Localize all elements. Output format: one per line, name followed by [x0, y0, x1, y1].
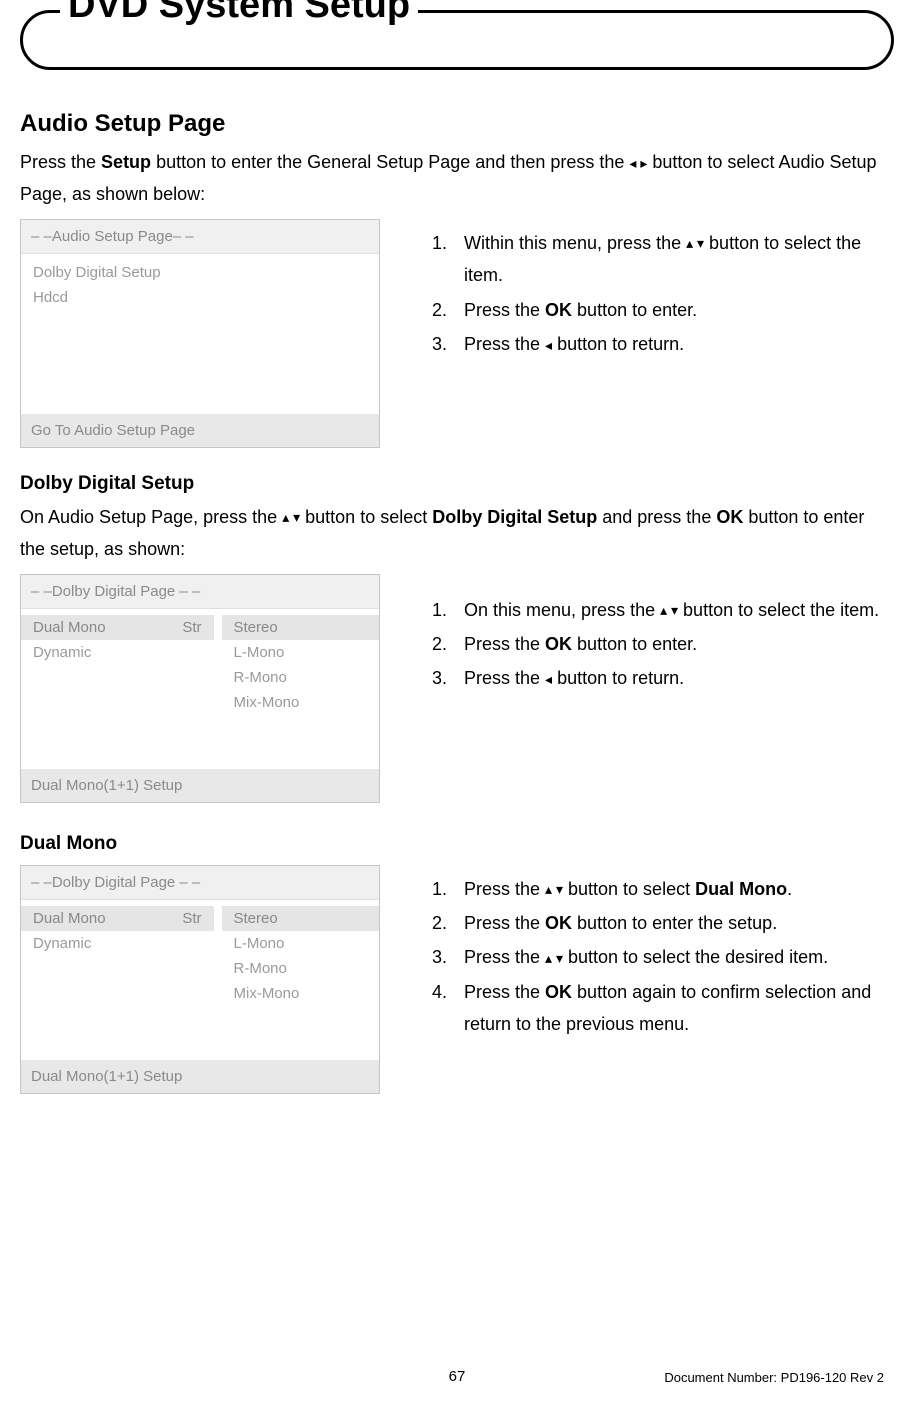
instruction-step: On this menu, press the ▴ ▾ button to se…	[452, 594, 894, 626]
sub-heading-dual-mono: Dual Mono	[20, 833, 894, 855]
instruction-step: Press the ▴ ▾ button to select the desir…	[452, 941, 894, 973]
dolby-intro-paragraph: On Audio Setup Page, press the ▴ ▾ butto…	[20, 501, 894, 566]
dual-mono-menu-screenshot: – –Dolby Digital Page – – Dual MonoStr D…	[20, 865, 380, 1094]
text: Press the	[20, 152, 101, 172]
menu-footer: Dual Mono(1+1) Setup	[21, 1060, 379, 1093]
menu-item: L-Mono	[222, 640, 380, 665]
sub-heading-dolby: Dolby Digital Setup	[20, 473, 894, 495]
menu-footer: Go To Audio Setup Page	[21, 414, 379, 447]
instruction-step: Press the ◂ button to return.	[452, 328, 894, 360]
left-right-arrows-icon: ◂ ▸	[629, 151, 647, 176]
menu-item: R-Mono	[222, 665, 380, 690]
instruction-step: Within this menu, press the ▴ ▾ button t…	[452, 227, 894, 292]
instruction-step: Press the OK button to enter the setup.	[452, 907, 894, 939]
title-frame: DVD System Setup	[20, 10, 894, 70]
document-number: Document Number: PD196-120 Rev 2	[664, 1370, 884, 1385]
up-down-arrows-icon: ▴ ▾	[545, 877, 563, 902]
up-down-arrows-icon: ▴ ▾	[282, 505, 300, 530]
instructions-block-3: Press the ▴ ▾ button to select Dual Mono…	[420, 865, 894, 1043]
menu-item-highlighted: Stereo	[222, 906, 380, 931]
page-footer: 67 Document Number: PD196-120 Rev 2	[0, 1370, 914, 1385]
menu-item: L-Mono	[222, 931, 380, 956]
menu-header: – –Audio Setup Page– –	[21, 220, 379, 254]
menu-body: Dual MonoStr Dynamic Stereo L-Mono R-Mon…	[21, 609, 379, 769]
instruction-step: Press the OK button again to confirm sel…	[452, 976, 894, 1041]
instruction-step: Press the ▴ ▾ button to select Dual Mono…	[452, 873, 894, 905]
menu-item: Dynamic	[21, 640, 214, 665]
instructions-block-2: On this menu, press the ▴ ▾ button to se…	[420, 574, 894, 697]
up-down-arrows-icon: ▴ ▾	[545, 946, 563, 971]
instruction-step: Press the OK button to enter.	[452, 628, 894, 660]
menu-header: – –Dolby Digital Page – –	[21, 866, 379, 900]
menu-item-highlighted: Dual MonoStr	[21, 615, 214, 640]
instruction-step: Press the OK button to enter.	[452, 294, 894, 326]
menu-item: Mix-Mono	[222, 981, 380, 1006]
menu-header: – –Dolby Digital Page – –	[21, 575, 379, 609]
intro-paragraph: Press the Setup button to enter the Gene…	[20, 146, 894, 211]
menu-footer: Dual Mono(1+1) Setup	[21, 769, 379, 802]
up-down-arrows-icon: ▴ ▾	[660, 598, 678, 623]
menu-item: R-Mono	[222, 956, 380, 981]
instruction-step: Press the ◂ button to return.	[452, 662, 894, 694]
menu-body: Dual MonoStr Dynamic Stereo L-Mono R-Mon…	[21, 900, 379, 1060]
menu-item-highlighted: Stereo	[222, 615, 380, 640]
menu-item: Dynamic	[21, 931, 214, 956]
menu-item-highlighted: Dual MonoStr	[21, 906, 214, 931]
menu-item: Hdcd	[21, 285, 379, 310]
menu-item: Mix-Mono	[222, 690, 380, 715]
page-number: 67	[449, 1368, 466, 1385]
setup-label: Setup	[101, 152, 151, 172]
instructions-block-1: Within this menu, press the ▴ ▾ button t…	[420, 219, 894, 363]
text: button to enter the General Setup Page a…	[151, 152, 629, 172]
menu-item: Dolby Digital Setup	[21, 260, 379, 285]
page-title: DVD System Setup	[60, 0, 418, 27]
section-heading-audio: Audio Setup Page	[20, 110, 894, 138]
audio-setup-menu-screenshot: – –Audio Setup Page– – Dolby Digital Set…	[20, 219, 380, 448]
dolby-digital-menu-screenshot: – –Dolby Digital Page – – Dual MonoStr D…	[20, 574, 380, 803]
menu-body: Dolby Digital Setup Hdcd	[21, 254, 379, 414]
up-down-arrows-icon: ▴ ▾	[686, 231, 704, 256]
